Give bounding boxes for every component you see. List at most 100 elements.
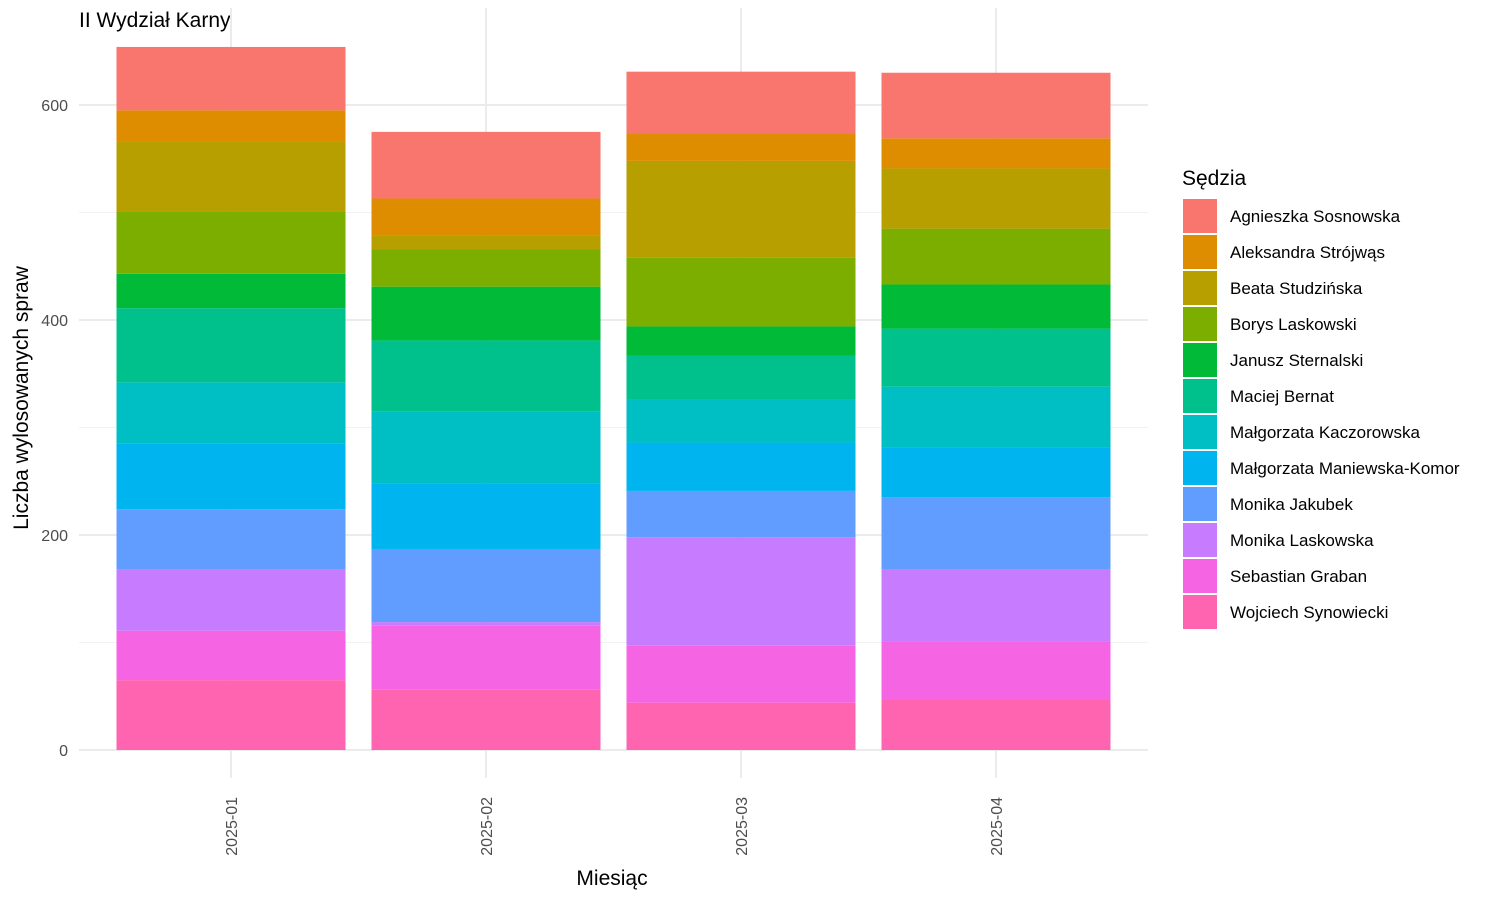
legend-label: Aleksandra Strójwąs bbox=[1230, 243, 1385, 262]
bar-segment bbox=[116, 509, 346, 570]
bar-segment bbox=[371, 689, 601, 750]
bar-segment bbox=[626, 490, 856, 538]
bar-segment bbox=[626, 645, 856, 703]
legend-swatch bbox=[1183, 343, 1217, 377]
bar-segment bbox=[371, 548, 601, 623]
legend-swatch bbox=[1183, 307, 1217, 341]
bar-segment bbox=[116, 211, 346, 274]
bar-segment bbox=[371, 340, 601, 412]
bar-stack-2025-02 bbox=[371, 131, 601, 750]
bar-segment bbox=[116, 680, 346, 750]
legend-item: Beata Studzińska bbox=[1183, 271, 1363, 305]
legend-item: Agnieszka Sosnowska bbox=[1183, 199, 1401, 233]
bar-segment bbox=[116, 443, 346, 510]
bar-segment bbox=[881, 72, 1111, 139]
bar-segment bbox=[116, 630, 346, 681]
bar-segment bbox=[371, 483, 601, 549]
bar-segment bbox=[371, 235, 601, 250]
legend: Sędzia Agnieszka Sosnowska Aleksandra Str… bbox=[1182, 167, 1460, 629]
bar-segment bbox=[116, 141, 346, 212]
bar-segment bbox=[626, 355, 856, 400]
legend-item: Małgorzata Maniewska-Komor bbox=[1183, 451, 1460, 485]
bar-segment bbox=[626, 257, 856, 327]
legend-swatch bbox=[1183, 379, 1217, 413]
legend-swatch bbox=[1183, 559, 1217, 593]
y-axis-title: Liczba wylosowanych spraw bbox=[10, 265, 33, 530]
legend-label: Beata Studzińska bbox=[1230, 279, 1363, 298]
bar-segment bbox=[881, 386, 1111, 448]
bar-segment bbox=[626, 71, 856, 135]
bar-segment bbox=[881, 641, 1111, 700]
x-tick-label: 2025-01 bbox=[224, 797, 241, 856]
bar-segment bbox=[371, 622, 601, 626]
chart-title: II Wydział Karny bbox=[79, 9, 231, 32]
bar-segment bbox=[881, 328, 1111, 387]
bar-segment bbox=[626, 326, 856, 356]
bar-segment bbox=[881, 699, 1111, 750]
legend-swatch bbox=[1183, 271, 1217, 305]
bar-segment bbox=[626, 702, 856, 750]
legend-swatch bbox=[1183, 595, 1217, 629]
bar-segment bbox=[371, 286, 601, 341]
legend-label: Monika Laskowska bbox=[1230, 531, 1374, 550]
bar-segment bbox=[371, 198, 601, 236]
legend-label: Monika Jakubek bbox=[1230, 495, 1353, 514]
legend-item: Janusz Sternalski bbox=[1183, 343, 1363, 377]
bar-segment bbox=[881, 497, 1111, 570]
x-axis-ticks: 2025-01 2025-02 2025-03 2025-04 bbox=[224, 797, 1006, 856]
y-tick-label: 200 bbox=[41, 528, 68, 545]
bar-segment bbox=[881, 284, 1111, 329]
bar-segment bbox=[626, 134, 856, 161]
bar-segment bbox=[116, 308, 346, 383]
legend-label: Agnieszka Sosnowska bbox=[1230, 207, 1401, 226]
legend-swatch bbox=[1183, 523, 1217, 557]
bar-stack-2025-04 bbox=[881, 72, 1111, 750]
y-tick-label: 600 bbox=[41, 98, 68, 115]
legend-swatch bbox=[1183, 199, 1217, 233]
x-tick-label: 2025-03 bbox=[734, 797, 751, 856]
bar-segment bbox=[116, 110, 346, 142]
legend-item: Borys Laskowski bbox=[1183, 307, 1357, 341]
bar-segment bbox=[881, 168, 1111, 229]
bar-segment bbox=[116, 46, 346, 111]
legend-item: Maciej Bernat bbox=[1183, 379, 1334, 413]
legend-label: Borys Laskowski bbox=[1230, 315, 1357, 334]
legend-label: Maciej Bernat bbox=[1230, 387, 1334, 406]
bar-segment bbox=[881, 138, 1111, 169]
x-tick-label: 2025-02 bbox=[479, 797, 496, 856]
legend-label: Janusz Sternalski bbox=[1230, 351, 1363, 370]
legend-swatch bbox=[1183, 487, 1217, 521]
bar-segment bbox=[626, 442, 856, 491]
bar-stack-2025-03 bbox=[626, 71, 856, 750]
x-tick-label: 2025-04 bbox=[989, 797, 1006, 856]
legend-label: Małgorzata Kaczorowska bbox=[1230, 423, 1420, 442]
legend-item: Monika Jakubek bbox=[1183, 487, 1353, 521]
y-tick-label: 400 bbox=[41, 313, 68, 330]
legend-swatch bbox=[1183, 415, 1217, 449]
bar-stack-2025-01 bbox=[116, 46, 346, 750]
legend-label: Małgorzata Maniewska-Komor bbox=[1230, 459, 1460, 478]
legend-title: Sędzia bbox=[1182, 167, 1247, 190]
legend-label: Sebastian Graban bbox=[1230, 567, 1367, 586]
bar-segment bbox=[626, 537, 856, 646]
bar-segment bbox=[626, 160, 856, 258]
y-axis-ticks: 0 200 400 600 bbox=[41, 98, 68, 760]
legend-swatch bbox=[1183, 451, 1217, 485]
bars bbox=[116, 46, 1111, 750]
legend-item: Monika Laskowska bbox=[1183, 523, 1374, 557]
bar-segment bbox=[116, 273, 346, 309]
bar-segment bbox=[371, 625, 601, 690]
legend-label: Wojciech Synowiecki bbox=[1230, 603, 1388, 622]
bar-segment bbox=[116, 569, 346, 631]
legend-item: Aleksandra Strójwąs bbox=[1183, 235, 1385, 269]
y-tick-label: 0 bbox=[59, 743, 68, 760]
bar-segment bbox=[881, 228, 1111, 285]
bar-segment bbox=[371, 411, 601, 484]
bar-segment bbox=[881, 447, 1111, 498]
bar-segment bbox=[371, 249, 601, 287]
bar-segment bbox=[371, 131, 601, 199]
legend-item: Sebastian Graban bbox=[1183, 559, 1367, 593]
legend-item: Wojciech Synowiecki bbox=[1183, 595, 1388, 629]
bar-segment bbox=[626, 399, 856, 443]
